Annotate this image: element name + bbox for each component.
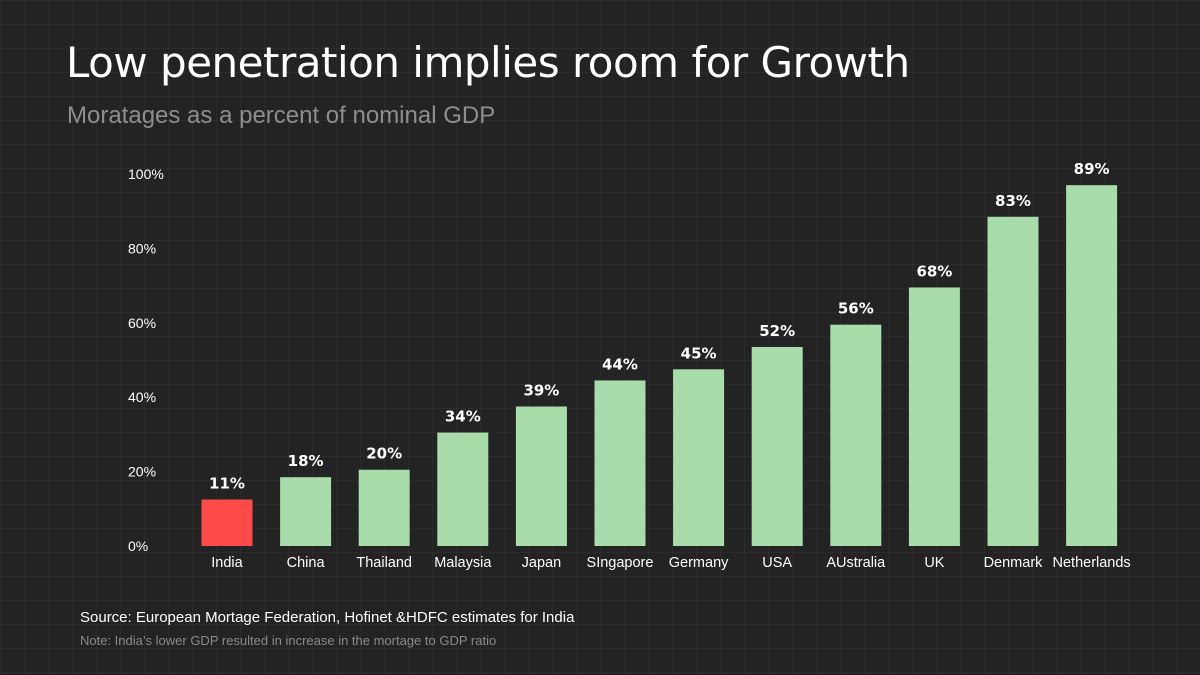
bar-malaysia (437, 432, 489, 546)
category-label: Netherlands (1053, 555, 1131, 571)
y-tick-label: 60% (128, 315, 156, 331)
data-labels: 11% 18% 20% 34% 39% 44% 45% 52% 56% 68% 83% 89% (209, 160, 1110, 492)
data-label: 68% (916, 262, 952, 280)
bar-china (280, 477, 332, 546)
chart-title: Low penetration implies room for Growth (66, 38, 910, 87)
y-axis-ticks: 0% 20% 40% 60% 80% 100% (128, 166, 164, 554)
category-label: SIngapore (587, 555, 654, 571)
category-label: USA (762, 555, 792, 571)
y-tick-label: 100% (128, 166, 164, 182)
y-tick-label: 0% (128, 538, 148, 554)
chart-subtitle: Moratages as a percent of nominal GDP (67, 102, 496, 129)
footnote: Note: India’s lower GDP resulted in incr… (80, 633, 497, 648)
category-label: Denmark (984, 555, 1044, 571)
bar-chart: 0% 20% 40% 60% 80% 100% 11% 18% 20% 34% 39% 44% 45%… (128, 160, 1131, 571)
category-label: China (287, 555, 326, 571)
y-tick-label: 80% (128, 240, 156, 256)
bar-japan (515, 406, 567, 546)
y-tick-label: 40% (128, 389, 156, 405)
data-label: 56% (838, 300, 874, 318)
data-label: 34% (445, 408, 481, 426)
source-note: Source: European Mortage Federation, Hof… (80, 609, 575, 626)
category-label: Germany (669, 555, 729, 571)
bar-denmark (987, 216, 1039, 546)
bar-singapore (594, 380, 646, 546)
category-label: AUstralia (826, 555, 886, 571)
category-label: UK (924, 555, 944, 571)
data-label: 20% (366, 445, 402, 463)
bar-uk (908, 287, 960, 546)
category-label: Japan (522, 555, 562, 571)
data-label: 52% (759, 322, 795, 340)
data-label: 44% (602, 355, 638, 373)
y-tick-label: 20% (128, 464, 156, 480)
data-label: 83% (995, 192, 1031, 210)
category-label: Thailand (356, 555, 412, 571)
category-label: India (211, 555, 243, 571)
data-label: 18% (288, 452, 324, 470)
data-label: 11% (209, 475, 245, 493)
category-label: Malaysia (434, 555, 492, 571)
bar-netherlands (1066, 185, 1118, 546)
data-label: 89% (1074, 160, 1110, 178)
bar-thailand (358, 469, 410, 546)
bar-usa (751, 346, 803, 546)
category-labels: India China Thailand Malaysia Japan SIngapore… (211, 555, 1130, 571)
bar-australia (830, 324, 882, 546)
bar-india (201, 499, 253, 546)
bar-germany (673, 369, 725, 546)
bars (201, 185, 1118, 546)
data-label: 39% (523, 382, 559, 400)
data-label: 45% (681, 344, 717, 362)
